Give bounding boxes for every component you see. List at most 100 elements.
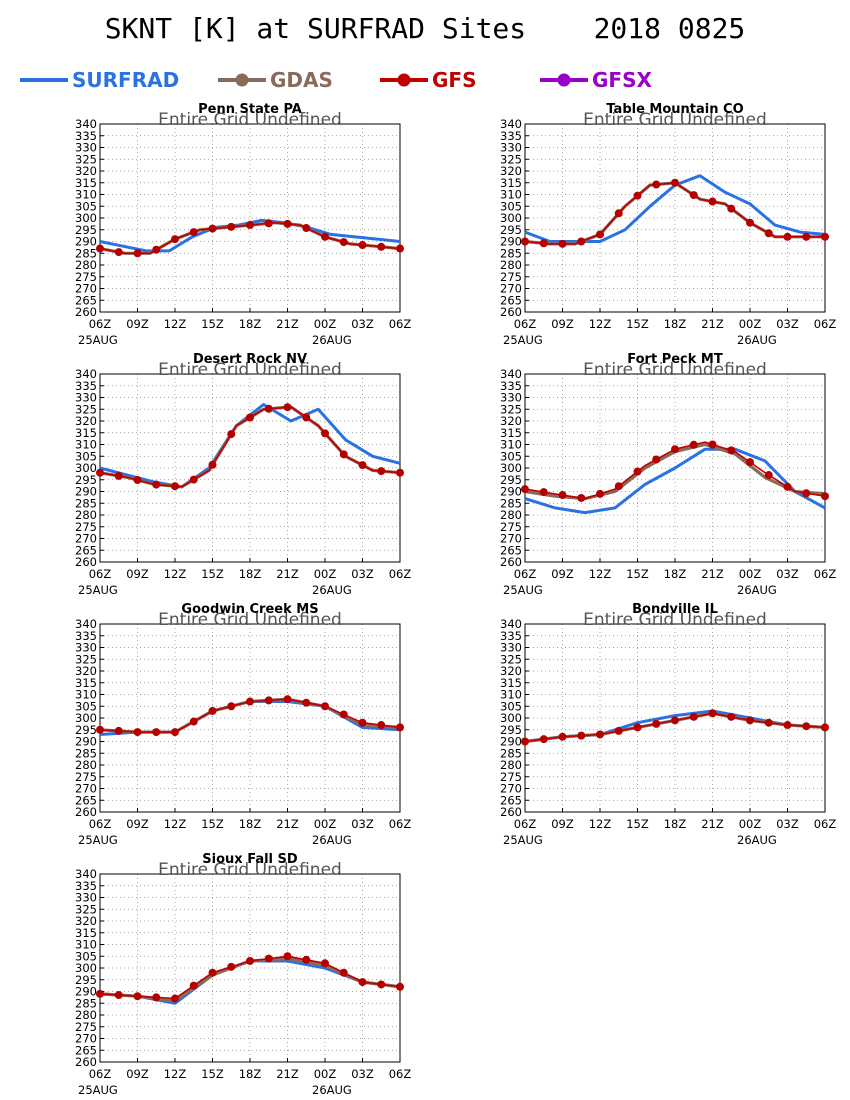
data-point-gfs: [377, 980, 386, 989]
y-tick-label: 305: [75, 949, 97, 963]
x-tick-label: 03Z: [776, 567, 799, 581]
data-point-gfs: [208, 460, 217, 469]
y-tick-label: 295: [75, 223, 97, 237]
y-tick-label: 325: [75, 402, 97, 416]
date-label: 25AUG: [78, 833, 118, 847]
y-tick-label: 265: [500, 293, 522, 307]
x-tick-label: 15Z: [201, 567, 224, 581]
data-point-gfs: [114, 471, 123, 480]
chart-panel: 2602652702752802852902953003053103153203…: [75, 852, 411, 1097]
date-label: 25AUG: [78, 583, 118, 597]
x-tick-label: 06Z: [514, 567, 537, 581]
data-point-gfs: [171, 994, 179, 1003]
y-tick-label: 325: [75, 652, 97, 666]
y-tick-label: 260: [75, 805, 97, 819]
x-tick-label: 09Z: [126, 1067, 149, 1081]
y-tick-label: 290: [500, 485, 522, 499]
y-tick-label: 285: [75, 746, 97, 760]
x-tick-label: 00Z: [314, 1067, 337, 1081]
y-tick-label: 270: [500, 282, 522, 296]
data-point-gfs: [727, 204, 736, 213]
x-tick-label: 03Z: [351, 817, 374, 831]
x-tick-label: 00Z: [739, 567, 762, 581]
y-tick-label: 295: [75, 473, 97, 487]
data-point-gfs: [396, 982, 404, 991]
panel-title: Penn State PA: [198, 102, 302, 117]
y-tick-label: 310: [75, 938, 97, 952]
x-tick-label: 09Z: [126, 567, 149, 581]
y-tick-label: 340: [75, 367, 97, 381]
y-tick-label: 335: [75, 129, 97, 143]
y-tick-label: 295: [500, 723, 522, 737]
y-tick-label: 280: [500, 258, 522, 272]
data-point-gfs: [171, 482, 179, 491]
x-tick-label: 03Z: [351, 1067, 374, 1081]
data-point-gfs: [171, 728, 179, 737]
data-point-gfs: [783, 232, 792, 241]
data-point-gfs: [358, 978, 367, 987]
data-point-gfs: [302, 698, 311, 707]
panel-title: Goodwin Creek MS: [181, 602, 318, 617]
chart-panel: 2602652702752802852902953003053103153203…: [75, 102, 411, 347]
y-tick-label: 330: [75, 891, 97, 905]
y-tick-label: 315: [500, 676, 522, 690]
data-point-gfs: [652, 455, 661, 464]
data-point-gfs: [264, 219, 273, 228]
date-label: 26AUG: [737, 833, 777, 847]
y-tick-label: 330: [500, 641, 522, 655]
x-tick-label: 09Z: [551, 817, 574, 831]
x-tick-label: 18Z: [664, 567, 687, 581]
data-point-gfs: [152, 993, 161, 1002]
data-point-gfs: [302, 413, 311, 422]
data-point-gfs: [746, 218, 754, 227]
data-point-gfs: [821, 492, 829, 501]
data-point-gfs: [114, 248, 123, 257]
data-point-gfs: [339, 238, 348, 247]
y-tick-label: 305: [75, 199, 97, 213]
x-tick-label: 06Z: [389, 567, 412, 581]
y-tick-label: 305: [500, 699, 522, 713]
y-tick-label: 310: [500, 438, 522, 452]
data-point-gfs: [821, 723, 829, 732]
data-point-gfs: [152, 480, 161, 489]
data-point-gfs: [521, 485, 529, 494]
data-point-gfs: [633, 467, 642, 476]
y-tick-label: 300: [75, 211, 97, 225]
y-tick-label: 315: [75, 176, 97, 190]
y-tick-label: 325: [500, 152, 522, 166]
y-tick-label: 315: [75, 426, 97, 440]
y-tick-label: 295: [75, 723, 97, 737]
data-point-gfs: [283, 952, 292, 961]
data-point-gfs: [208, 224, 217, 233]
panel-note: Entire Grid Undefined: [158, 860, 342, 880]
data-point-gfs: [358, 241, 367, 250]
chart-panel: 2602652702752802852902953003053103153203…: [500, 602, 836, 847]
data-point-gfs: [821, 232, 829, 241]
data-point-gfs: [708, 440, 717, 449]
data-point-gfs: [283, 219, 292, 228]
y-tick-label: 320: [500, 414, 522, 428]
x-tick-label: 06Z: [814, 817, 837, 831]
legend-label: GFS: [432, 68, 476, 92]
data-point-gfs: [377, 467, 386, 476]
data-point-gfs: [189, 981, 198, 990]
y-tick-label: 280: [75, 758, 97, 772]
y-tick-label: 275: [75, 270, 97, 284]
x-tick-label: 06Z: [89, 817, 112, 831]
y-tick-label: 310: [500, 688, 522, 702]
x-tick-label: 00Z: [739, 817, 762, 831]
data-point-gfs: [708, 709, 717, 718]
data-point-gfs: [264, 404, 273, 413]
legend-marker: [397, 73, 411, 87]
data-point-gfs: [614, 726, 623, 735]
y-tick-label: 330: [500, 141, 522, 155]
y-tick-label: 290: [75, 735, 97, 749]
y-tick-label: 275: [75, 520, 97, 534]
y-tick-label: 335: [75, 629, 97, 643]
series-line-surfrad: [524, 447, 826, 515]
x-tick-label: 06Z: [514, 817, 537, 831]
legend-label: SURFRAD: [72, 68, 179, 92]
y-tick-label: 300: [75, 711, 97, 725]
data-point-gfs: [577, 237, 586, 246]
data-point-gfs: [377, 721, 386, 730]
